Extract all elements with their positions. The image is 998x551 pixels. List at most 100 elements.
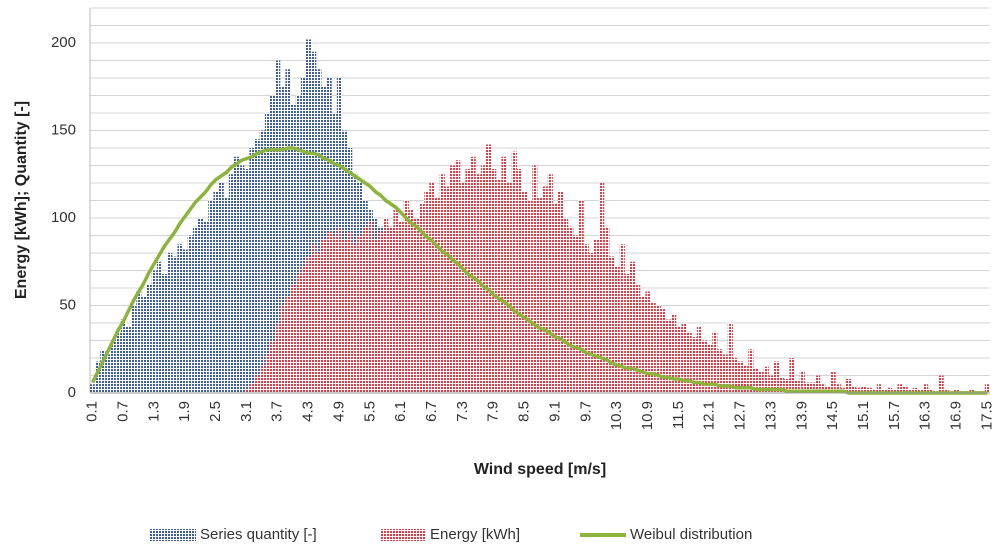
bar [249,384,255,393]
x-tick-label: 7.9 [485,401,502,422]
bar [784,379,790,393]
bar [414,218,420,393]
bar [712,331,718,393]
bar [604,226,610,393]
bar [830,372,836,393]
bar [254,375,260,393]
bar [424,191,430,393]
bar [306,39,312,393]
bar [707,344,713,393]
bar [295,95,301,393]
bar [547,174,553,393]
x-tick-label: 13.3 [762,401,779,430]
bar [264,113,270,393]
bar [434,197,440,393]
bar [378,232,384,393]
x-tick-label: 15.1 [855,401,872,430]
bar [491,169,497,393]
bar [208,200,214,393]
bar [336,226,342,393]
bar [244,169,250,393]
bar [285,69,291,393]
bar [645,291,651,393]
bar [876,384,882,393]
bar [388,226,394,393]
bar [398,221,404,393]
bar [254,139,260,393]
bar [676,326,682,393]
bar [316,253,322,393]
bar [542,186,548,393]
bar [753,368,759,393]
bar [938,375,944,393]
bar [285,296,291,393]
bar [192,226,198,393]
bar [835,384,841,393]
x-tick-label: 3.7 [269,401,286,422]
bar [732,358,738,393]
legend-item: Series quantity [-] [150,526,317,543]
x-tick-label: 16.3 [917,401,934,430]
bar [115,331,121,393]
bar [558,191,564,393]
x-tick-label: 15.7 [886,401,903,430]
bar [326,232,332,393]
bar [522,191,528,393]
legend-item: Weibul distribution [580,526,752,543]
bar [275,323,281,393]
bar [532,165,538,393]
bar [727,323,733,393]
bar [198,218,204,393]
bar [100,351,106,393]
bar [511,151,517,393]
x-tick-label: 10.3 [608,401,625,430]
bar [223,197,229,393]
bar [506,183,512,393]
bar [758,372,764,393]
bar [321,239,327,393]
bar [362,226,368,393]
bar [804,382,810,393]
x-tick-label: 12.7 [732,401,749,430]
x-tick-label: 11.5 [670,401,687,429]
bar [408,209,414,393]
bar [331,235,337,393]
legend-swatch [380,529,426,541]
bar [573,235,579,393]
x-tick-label: 16.9 [948,401,965,430]
bar [419,204,425,393]
x-axis-title: Wind speed [m/s] [474,461,606,478]
bar [259,130,265,393]
bar [480,165,486,393]
bar [167,253,173,393]
bar [815,375,821,393]
x-tick-label: 13.9 [793,401,810,430]
bar [352,244,358,393]
x-tick-label: 6.7 [423,401,440,422]
bar [460,183,466,393]
bar [650,302,656,393]
bar [609,256,615,393]
bar [501,156,507,393]
bar [290,284,296,393]
bar [655,305,661,393]
x-tick-label: 12.1 [701,401,718,430]
bar [660,309,666,393]
x-tick-label: 1.3 [145,401,162,422]
bar [887,387,893,393]
bar [799,372,805,393]
bar [681,323,687,393]
bar [372,239,378,393]
bar [563,218,569,393]
bar [259,366,265,393]
bar [450,165,456,393]
bar [779,377,785,393]
bar [367,221,373,393]
x-tick-label: 1.9 [176,401,193,422]
bar [763,366,769,393]
x-tick-label: 7.3 [454,401,471,422]
bar [182,249,188,393]
y-tick-label: 100 [51,209,76,226]
legend-label: Series quantity [-] [200,526,317,543]
